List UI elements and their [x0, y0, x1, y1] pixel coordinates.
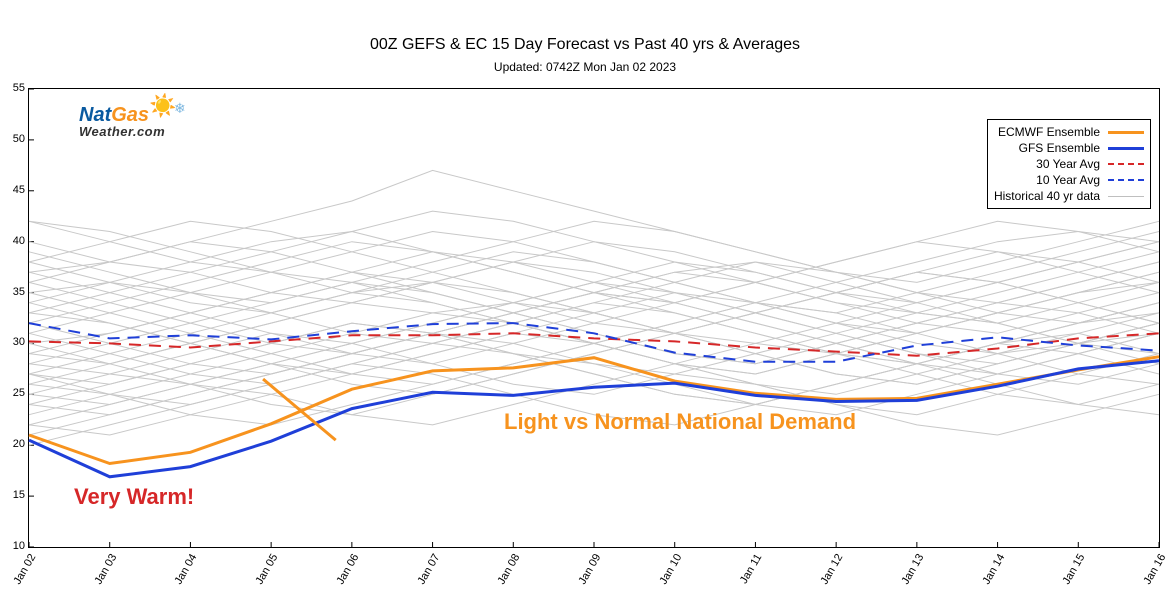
legend-swatch [1108, 196, 1144, 197]
annotation-light-demand: Light vs Normal National Demand [504, 409, 856, 435]
y-tick-label: 40 [5, 235, 25, 247]
y-tick-label: 15 [5, 489, 25, 501]
sun-icon: ☀️ [149, 95, 176, 117]
snowflake-icon: ❄ [174, 101, 186, 115]
legend-swatch [1108, 179, 1144, 181]
x-tick-label: Jan 05 [254, 552, 307, 602]
y-tick-label: 30 [5, 336, 25, 348]
x-tick-label: Jan 16 [1141, 552, 1170, 602]
legend-label: Historical 40 yr data [994, 189, 1100, 203]
x-tick-label: Jan 02 [11, 552, 64, 602]
x-tick-label: Jan 03 [92, 552, 145, 602]
legend-label: 30 Year Avg [1036, 157, 1100, 171]
logo-text-gas: Gas [111, 104, 149, 126]
chart-plot-area: ☀️ ❄ NatGas Weather.com ECMWF Ensemble GF… [28, 88, 1160, 548]
legend-item: ECMWF Ensemble [994, 124, 1144, 140]
x-tick-label: Jan 15 [1061, 552, 1114, 602]
x-tick-label: Jan 06 [334, 552, 387, 602]
x-tick-label: Jan 13 [899, 552, 952, 602]
y-tick-label: 55 [5, 82, 25, 94]
x-tick-label: Jan 04 [173, 552, 226, 602]
x-tick-label: Jan 11 [738, 552, 790, 601]
legend-swatch [1108, 131, 1144, 134]
x-tick-label: Jan 12 [819, 552, 872, 602]
historical-line [29, 221, 1159, 313]
y-tick-label: 25 [5, 387, 25, 399]
y-tick-label: 45 [5, 184, 25, 196]
x-tick-label: Jan 08 [496, 552, 549, 602]
historical-line [29, 282, 1159, 374]
logo-text-nat: Nat [79, 104, 111, 126]
x-tick-label: Jan 10 [657, 552, 710, 602]
annotation-very-warm: Very Warm! [74, 484, 194, 510]
legend: ECMWF Ensemble GFS Ensemble 30 Year Avg 10 … [987, 119, 1151, 209]
x-tick-label: Jan 07 [415, 552, 468, 602]
x-tick-label: Jan 14 [980, 552, 1033, 602]
logo-text-bottom: Weather.com [79, 125, 165, 138]
legend-item: Historical 40 yr data [994, 188, 1144, 204]
legend-item: 10 Year Avg [994, 172, 1144, 188]
y-tick-label: 20 [5, 438, 25, 450]
legend-item: GFS Ensemble [994, 140, 1144, 156]
legend-label: 10 Year Avg [1036, 173, 1100, 187]
y-tick-label: 35 [5, 286, 25, 298]
x-tick-label: Jan 09 [576, 552, 629, 602]
chart-subtitle: Updated: 0742Z Mon Jan 02 2023 [0, 60, 1170, 74]
legend-label: GFS Ensemble [1019, 141, 1100, 155]
logo: ☀️ ❄ NatGas Weather.com [79, 105, 165, 138]
y-tick-label: 50 [5, 133, 25, 145]
chart-title: 00Z GEFS & EC 15 Day Forecast vs Past 40… [0, 36, 1170, 54]
legend-label: ECMWF Ensemble [998, 125, 1100, 139]
legend-swatch [1108, 163, 1144, 165]
legend-item: 30 Year Avg [994, 156, 1144, 172]
y-tick-label: 10 [5, 540, 25, 552]
legend-swatch [1108, 147, 1144, 150]
